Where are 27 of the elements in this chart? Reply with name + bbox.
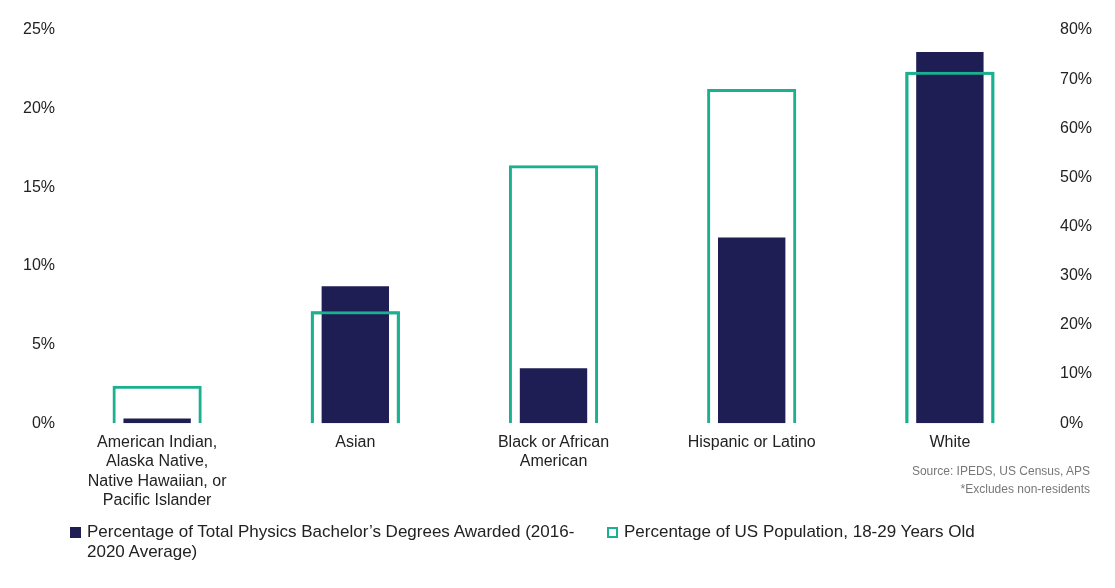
- y-tick-label: 15%: [22, 177, 56, 195]
- y2-tick-label: 0%: [1059, 413, 1084, 431]
- legend-label: Percentage of Total Physics Bachelor’s Degrees Awarded (2016-2020 Average): [87, 522, 576, 562]
- y-tick-label: 0%: [31, 413, 56, 431]
- bar: [123, 418, 191, 424]
- x-tick-label: Black or African American: [497, 433, 610, 470]
- legend-label: Percentage of US Population, 18-29 Years Old: [624, 522, 975, 542]
- y2-tick-label: 70%: [1059, 69, 1093, 87]
- y-tick-label: 10%: [22, 256, 56, 274]
- y-tick-label: 20%: [22, 99, 56, 117]
- y2-tick-label: 40%: [1059, 217, 1093, 235]
- source-note: Source: IPEDS, US Census, APS: [911, 463, 1090, 480]
- y2-tick-label: 30%: [1059, 266, 1093, 284]
- y2-tick-label: 60%: [1059, 118, 1093, 136]
- y2-tick-label: 20%: [1059, 315, 1093, 333]
- bar: [519, 368, 588, 424]
- y2-tick-label: 80%: [1059, 20, 1093, 38]
- x-tick-label: Asian: [335, 433, 376, 451]
- bar: [718, 237, 786, 424]
- y2-tick-label: 50%: [1059, 167, 1093, 185]
- y2-tick-label: 10%: [1059, 364, 1093, 382]
- x-tick-label: Hispanic or Latino: [687, 433, 816, 451]
- x-tick-label: White: [929, 433, 971, 451]
- y-tick-label: 25%: [22, 20, 56, 38]
- y-tick-label: 5%: [31, 334, 56, 352]
- x-tick-label: American Indian, Alaska Native, Native Hawaiian, or Pacific Islander: [87, 433, 228, 508]
- text: *Excludes non-residents: [959, 481, 1090, 498]
